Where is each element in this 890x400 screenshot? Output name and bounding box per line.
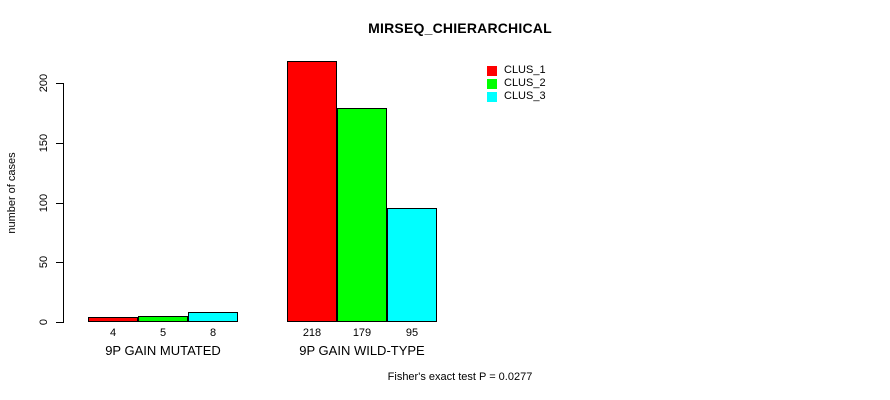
group-label: 9P GAIN MUTATED: [105, 343, 221, 358]
legend-item: CLUS_1: [487, 64, 546, 77]
y-tick-mark: [56, 202, 63, 204]
y-axis-line: [63, 83, 64, 323]
y-tick-mark: [56, 322, 63, 323]
bar-CLUS_2: [337, 108, 387, 322]
legend-swatch: [487, 91, 497, 102]
y-tick-label: 0: [38, 318, 50, 326]
bar-CLUS_2: [138, 316, 188, 322]
bar-value-label: 8: [209, 327, 217, 339]
bar-CLUS_3: [188, 312, 238, 322]
bar-value-label: 218: [302, 327, 322, 339]
legend-label: CLUS_3: [504, 90, 546, 102]
bar-CLUS_1: [287, 61, 337, 322]
legend-label: CLUS_1: [504, 64, 546, 76]
y-tick-mark: [56, 262, 63, 264]
legend-swatch: [487, 78, 497, 89]
bar-value-label: 179: [352, 327, 372, 339]
group-label: 9P GAIN WILD-TYPE: [299, 343, 425, 358]
bar-CLUS_1: [88, 317, 138, 322]
y-axis-title: number of cases: [6, 152, 18, 234]
legend-swatch: [487, 65, 497, 76]
bar-value-label: 4: [109, 327, 117, 339]
bar-CLUS_3: [387, 208, 437, 322]
legend: CLUS_1 CLUS_2 CLUS_3: [487, 64, 546, 103]
y-tick-label: 150: [38, 133, 50, 152]
legend-item: CLUS_3: [487, 90, 546, 103]
legend-item: CLUS_2: [487, 77, 546, 90]
bar-value-label: 95: [405, 327, 419, 339]
legend-label: CLUS_2: [504, 77, 546, 89]
y-tick-mark: [56, 142, 63, 144]
bar-value-label: 5: [159, 327, 167, 339]
y-tick-label: 50: [38, 256, 50, 269]
annotation-text: Fisher's exact test P = 0.0277: [387, 371, 533, 383]
chart-title: MIRSEQ_CHIERARCHICAL: [368, 20, 552, 36]
y-tick-label: 100: [38, 193, 50, 212]
y-tick-label: 200: [38, 73, 50, 93]
y-tick-mark: [56, 83, 63, 84]
